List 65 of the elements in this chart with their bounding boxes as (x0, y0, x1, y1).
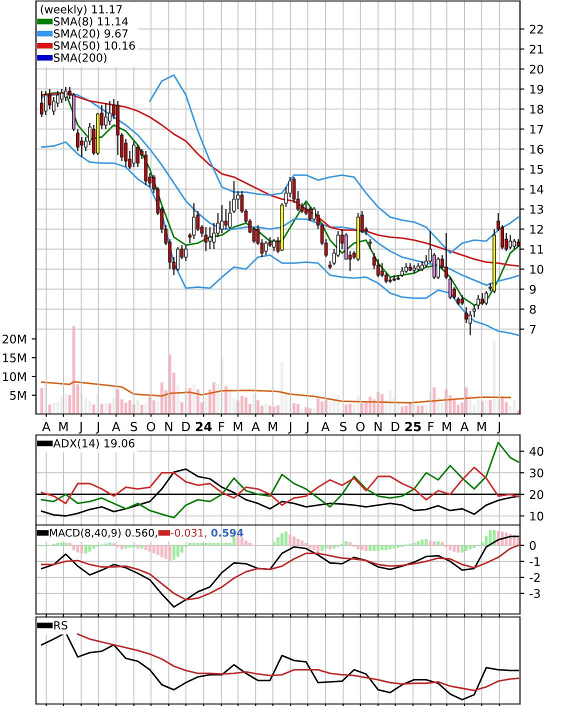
x-tick-label: J (288, 422, 292, 434)
y-tick-label: 12 (530, 224, 543, 234)
y-tick-label: 20 (530, 490, 544, 500)
y-tick-label: 18 (530, 104, 544, 114)
legend-label: SMA(20) 9.67 (54, 29, 128, 39)
x-tick-label: M (268, 422, 278, 432)
y-tick-label: 10 (530, 512, 544, 521)
y2-tick-label: 20M (2, 334, 26, 344)
x-tick-label: A (460, 422, 469, 432)
legend-label: SMA(50) 10.16 (54, 41, 135, 52)
y-tick-label: 14 (530, 184, 544, 194)
x-tick-label: D (392, 422, 400, 432)
y-tick-label: 15 (530, 164, 544, 174)
x-tick-label: O (356, 422, 365, 432)
x-tick-label: F (218, 422, 224, 432)
y-tick-label: 11 (530, 245, 543, 254)
y-tick-label: 10 (530, 264, 544, 274)
y-tick-label: 9 (530, 284, 536, 294)
legend-label: ADX(14) 19.06 (53, 438, 134, 449)
x-tick-label: J (78, 422, 82, 434)
y2-tick-label: 5M (10, 391, 26, 400)
x-tick-label: M (59, 422, 68, 432)
x-tick-label: A (252, 422, 260, 432)
y-tick-label: -3 (530, 589, 540, 598)
x-tick-label: M (234, 422, 242, 432)
y2-tick-label: 10M (3, 372, 26, 382)
y-tick-label: -1 (530, 557, 540, 566)
x-tick-label: J (496, 422, 500, 434)
x-tick-label: F (428, 422, 434, 432)
y-tick-label: 30 (530, 468, 544, 478)
y-tick-label: 21 (530, 44, 543, 54)
y-tick-label: 8 (530, 304, 536, 314)
x-tick-label: S (340, 422, 346, 432)
x-tick-label: O (146, 422, 156, 432)
legend-label: SMA(8) 11.14 (54, 16, 128, 27)
x-tick-label: 25 (405, 422, 421, 432)
x-tick-label: D (182, 422, 190, 432)
x-tick-label: N (374, 422, 382, 432)
y-tick-label: 20 (530, 64, 544, 74)
x-tick-label: M (442, 422, 451, 432)
y-tick-label: 16 (530, 144, 544, 154)
x-tick-label: A (321, 422, 330, 432)
chart-title: (weekly) 11.17 (40, 4, 122, 16)
y-tick-label: 19 (530, 84, 544, 94)
annotation: 0.594 (211, 528, 244, 537)
legend-label: SMA(200) (54, 53, 106, 64)
y-tick-label: 17 (530, 124, 544, 134)
x-tick-label: M (478, 422, 486, 432)
y-tick-label: 0 (530, 541, 536, 550)
x-tick-label: J (96, 422, 99, 434)
y-tick-label: 7 (530, 325, 536, 334)
legend-label: -0.031, (170, 528, 206, 538)
x-tick-label: A (42, 422, 50, 432)
x-tick-label: J (305, 422, 308, 434)
y-tick-label: -2 (530, 573, 540, 582)
x-tick-label: N (165, 422, 172, 432)
x-tick-label: A (112, 422, 120, 432)
y-tick-label: 13 (530, 204, 544, 214)
x-tick-label: S (130, 422, 138, 432)
y2-tick-label: 15M (3, 354, 26, 362)
legend-label: MACD(8,40,9) 0.560, (50, 528, 157, 538)
legend-label: RS (54, 621, 68, 630)
y-tick-label: 22 (530, 24, 543, 34)
y-tick-label: 40 (530, 446, 544, 456)
x-tick-label: 24 (196, 422, 212, 432)
